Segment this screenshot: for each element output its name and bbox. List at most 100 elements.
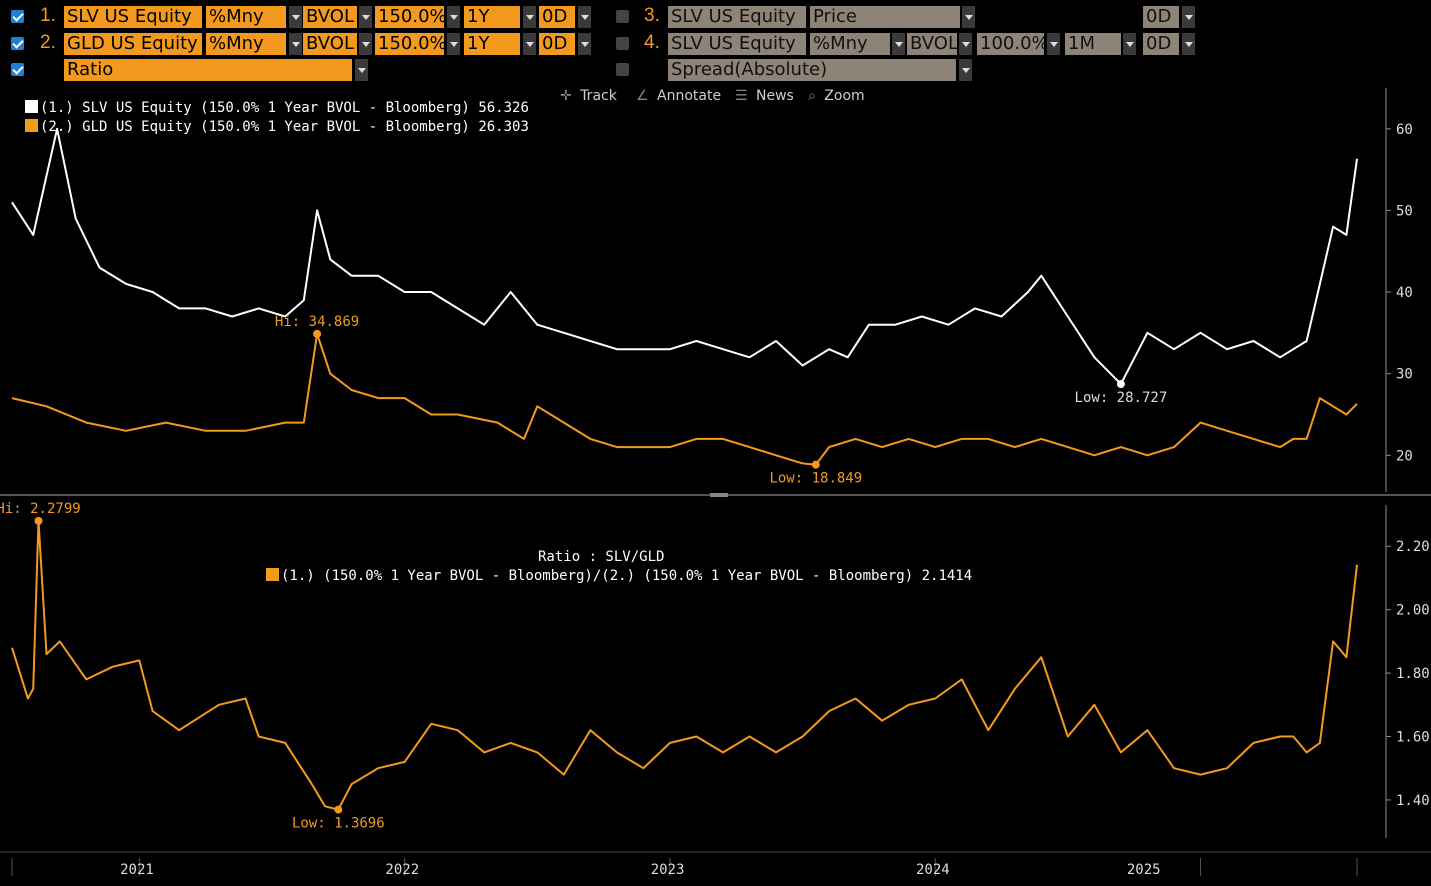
news-icon: ☰	[735, 88, 748, 104]
y-tick-label: 20	[1396, 448, 1413, 464]
spread-dropdown[interactable]	[959, 59, 972, 81]
annotation-point	[1116, 380, 1125, 389]
series-4-source-dropdown[interactable]	[959, 33, 972, 55]
series-row-3: 3. SLV US Equity Price 0D	[600, 5, 1220, 28]
series-3-security-field[interactable]: SLV US Equity	[668, 6, 806, 28]
legend-ratio-swatch	[266, 568, 279, 581]
crosshair-icon: ✛	[560, 88, 572, 104]
series-2-source-dropdown[interactable]	[359, 33, 372, 55]
spread-field[interactable]: Spread(Absolute)	[668, 59, 956, 81]
series-line-1-1	[11, 127, 1358, 385]
series-4-tenor-dropdown[interactable]	[1123, 33, 1136, 55]
legend-slv-value: 56.326	[478, 100, 529, 116]
y-tick-label: 1.80	[1396, 666, 1430, 682]
series-1-mny-field[interactable]: %Mny	[206, 6, 286, 28]
series-4-moneyness-field[interactable]: 100.0%	[977, 33, 1044, 55]
annotation-point	[34, 516, 43, 525]
series-1-moneyness-dropdown[interactable]	[447, 6, 460, 28]
ratio-chart-title: Ratio : SLV/GLD	[538, 549, 665, 565]
annotation-label: Low: 18.849	[769, 471, 862, 487]
series-2-source-field[interactable]: BVOL	[303, 33, 357, 55]
series-2-moneyness-dropdown[interactable]	[447, 33, 460, 55]
series-4-mny-dropdown[interactable]	[892, 33, 905, 55]
series-2-offset-field[interactable]: 0D	[539, 33, 575, 55]
series-2-tenor-dropdown[interactable]	[523, 33, 536, 55]
series-3-price-field[interactable]: Price	[810, 6, 960, 28]
series-1-mny-dropdown[interactable]	[289, 6, 302, 28]
annotation-label: Low: 1.3696	[292, 816, 385, 832]
ratio-checkbox[interactable]	[11, 63, 24, 76]
series-row-1: 1. SLV US Equity %Mny BVOL 150.0% 1Y 0D	[0, 5, 600, 28]
series-3-number: 3.	[644, 5, 660, 26]
series-1-security-field[interactable]: SLV US Equity	[64, 6, 202, 28]
series-2-security-field[interactable]: GLD US Equity	[64, 33, 202, 55]
annotation-point	[313, 329, 322, 338]
series-2-offset-dropdown[interactable]	[578, 33, 591, 55]
series-1-tenor-dropdown[interactable]	[523, 6, 536, 28]
y-tick-label: 1.40	[1396, 793, 1430, 809]
series-4-mny-field[interactable]: %Mny	[810, 33, 890, 55]
annotate-button[interactable]: ∠ Annotate	[636, 88, 722, 104]
series-1-source-dropdown[interactable]	[359, 6, 372, 28]
ratio-field[interactable]: Ratio	[64, 59, 352, 81]
ratio-dropdown[interactable]	[355, 59, 368, 81]
series-2-mny-dropdown[interactable]	[289, 33, 302, 55]
legend-slv-label: (1.) SLV US Equity (150.0% 1 Year BVOL -…	[40, 100, 470, 116]
legend-gld-swatch	[25, 119, 38, 132]
series-1-moneyness-field[interactable]: 150.0%	[375, 6, 444, 28]
track-button[interactable]: ✛ Track	[560, 88, 617, 104]
series-4-checkbox[interactable]	[616, 37, 629, 50]
y-tick-label: 30	[1396, 367, 1413, 383]
series-4-source-field[interactable]: BVOL	[907, 33, 957, 55]
x-tick-label: 2024	[916, 862, 950, 878]
series-line-2-1	[11, 519, 1358, 811]
annotation-label: Hi: 2.2799	[0, 501, 81, 517]
x-tick-label: 2025	[1127, 862, 1161, 878]
series-1-source-field[interactable]: BVOL	[303, 6, 357, 28]
series-4-tenor-field[interactable]: 1M	[1065, 33, 1121, 55]
annotation-label: Low: 28.727	[1075, 390, 1168, 406]
series-2-tenor-field[interactable]: 1Y	[464, 33, 520, 55]
series-1-checkbox[interactable]	[11, 10, 24, 23]
pencil-icon: ∠	[636, 88, 649, 104]
legend-ratio-label: (1.) (150.0% 1 Year BVOL - Bloomberg)/(2…	[281, 568, 914, 584]
x-tick-label: 2021	[120, 862, 154, 878]
series-4-moneyness-dropdown[interactable]	[1047, 33, 1060, 55]
series-line-1-2	[11, 332, 1358, 466]
series-2-mny-field[interactable]: %Mny	[206, 33, 286, 55]
zoom-button[interactable]: ⌕ Zoom	[808, 88, 865, 104]
series-1-tenor-field[interactable]: 1Y	[464, 6, 520, 28]
series-4-offset-dropdown[interactable]	[1182, 33, 1195, 55]
series-3-checkbox[interactable]	[616, 10, 629, 23]
y-tick-label: 2.20	[1396, 539, 1430, 555]
annotation-point	[811, 460, 820, 469]
y-tick-label: 2.00	[1396, 603, 1430, 619]
series-4-number: 4.	[644, 32, 660, 53]
magnifier-icon: ⌕	[808, 88, 816, 104]
x-tick-label: 2023	[651, 862, 685, 878]
legend-gld-label: (2.) GLD US Equity (150.0% 1 Year BVOL -…	[40, 119, 470, 135]
legend-gld-value: 26.303	[478, 119, 529, 135]
news-button[interactable]: ☰ News	[735, 88, 794, 104]
series-3-price-dropdown[interactable]	[962, 6, 975, 28]
series-1-offset-dropdown[interactable]	[578, 6, 591, 28]
legend-slv-swatch	[25, 100, 38, 113]
legend-gld: (2.) GLD US Equity (150.0% 1 Year BVOL -…	[25, 119, 529, 135]
series-2-checkbox[interactable]	[11, 37, 24, 50]
series-1-offset-field[interactable]: 0D	[539, 6, 575, 28]
series-row-2: 2. GLD US Equity %Mny BVOL 150.0% 1Y 0D	[0, 32, 600, 55]
series-1-number: 1.	[40, 5, 56, 26]
legend-ratio: (1.) (150.0% 1 Year BVOL - Bloomberg)/(2…	[266, 568, 972, 584]
annotation-point	[334, 805, 343, 814]
legend-ratio-value: 2.1414	[921, 568, 973, 584]
series-4-offset-field[interactable]: 0D	[1143, 33, 1179, 55]
series-4-security-field[interactable]: SLV US Equity	[668, 33, 806, 55]
series-3-offset-field[interactable]: 0D	[1143, 6, 1179, 28]
y-tick-label: 1.60	[1396, 730, 1430, 746]
annotation-label: Hi: 34.869	[275, 314, 359, 330]
series-3-offset-dropdown[interactable]	[1182, 6, 1195, 28]
series-2-moneyness-field[interactable]: 150.0%	[375, 33, 444, 55]
panel-resize-handle	[710, 493, 728, 497]
spread-checkbox[interactable]	[616, 63, 629, 76]
y-tick-label: 60	[1396, 122, 1413, 138]
